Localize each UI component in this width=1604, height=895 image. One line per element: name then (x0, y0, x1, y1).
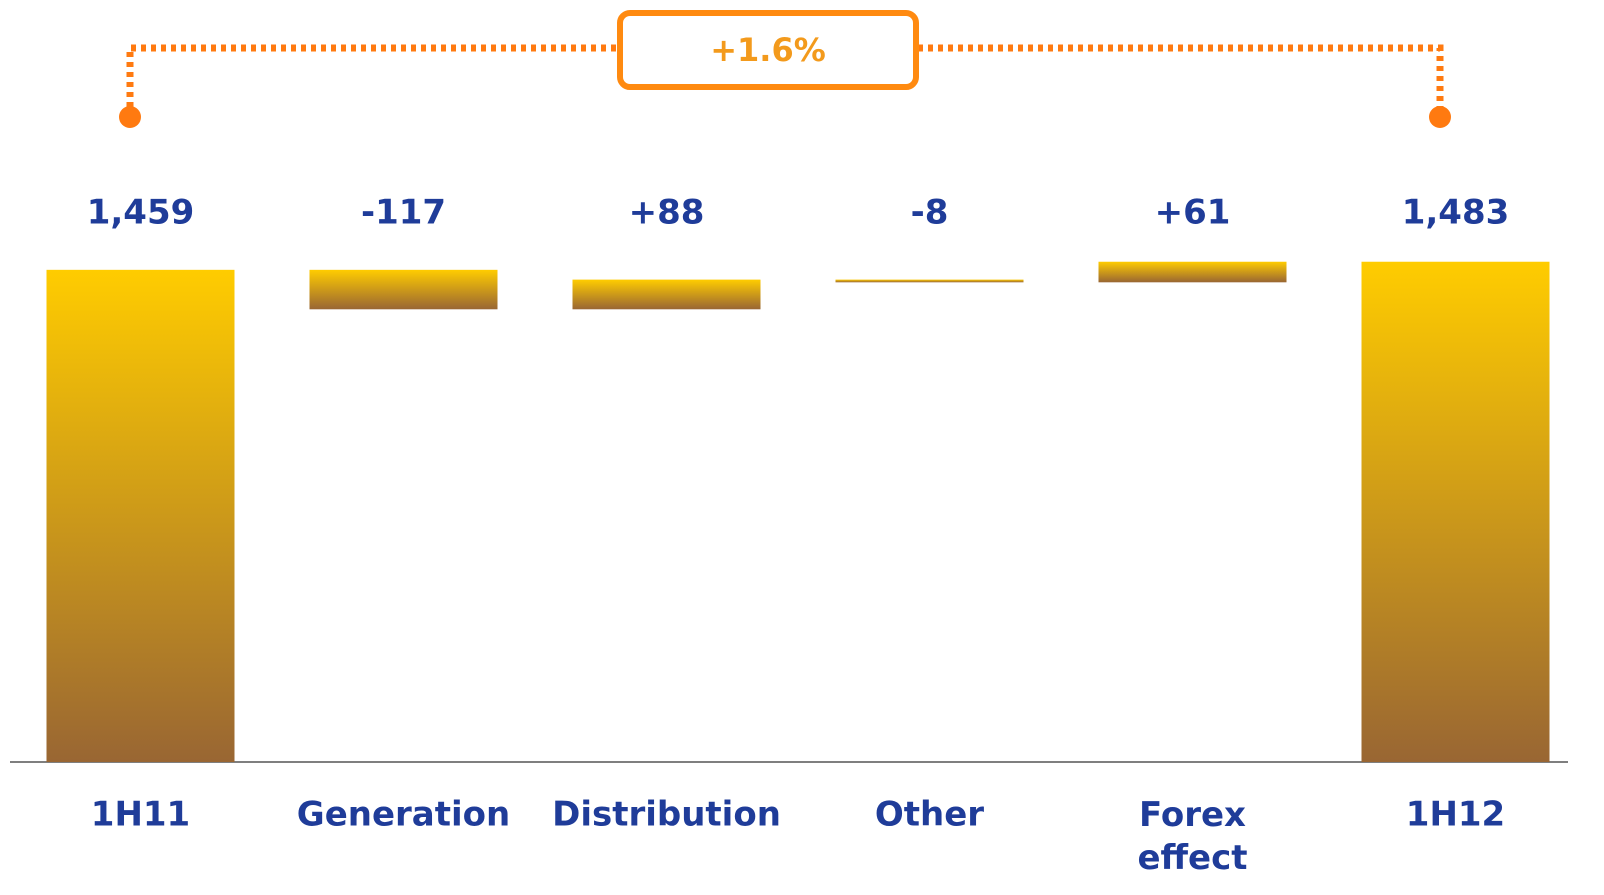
bar (835, 279, 1024, 283)
change-annotation: +1.6% (710, 31, 826, 69)
x-tick-label: Other (875, 795, 984, 835)
bar (309, 269, 498, 310)
value-label: -8 (911, 193, 949, 233)
x-tick-label: Generation (297, 795, 510, 835)
x-tick-label: Forex effect (1137, 795, 1247, 878)
bar (1098, 261, 1287, 283)
value-label: +88 (629, 193, 705, 233)
x-tick-label: 1H12 (1406, 795, 1505, 835)
value-label: 1,483 (1402, 193, 1510, 233)
change-bracket (119, 10, 1451, 128)
x-tick-label: Distribution (552, 795, 781, 835)
value-label: +61 (1155, 193, 1231, 233)
bar (46, 269, 235, 762)
bar (1361, 261, 1550, 762)
value-label: -117 (361, 193, 446, 233)
value-label: 1,459 (87, 193, 195, 233)
bar (572, 279, 761, 310)
x-tick-label: 1H11 (91, 795, 190, 835)
